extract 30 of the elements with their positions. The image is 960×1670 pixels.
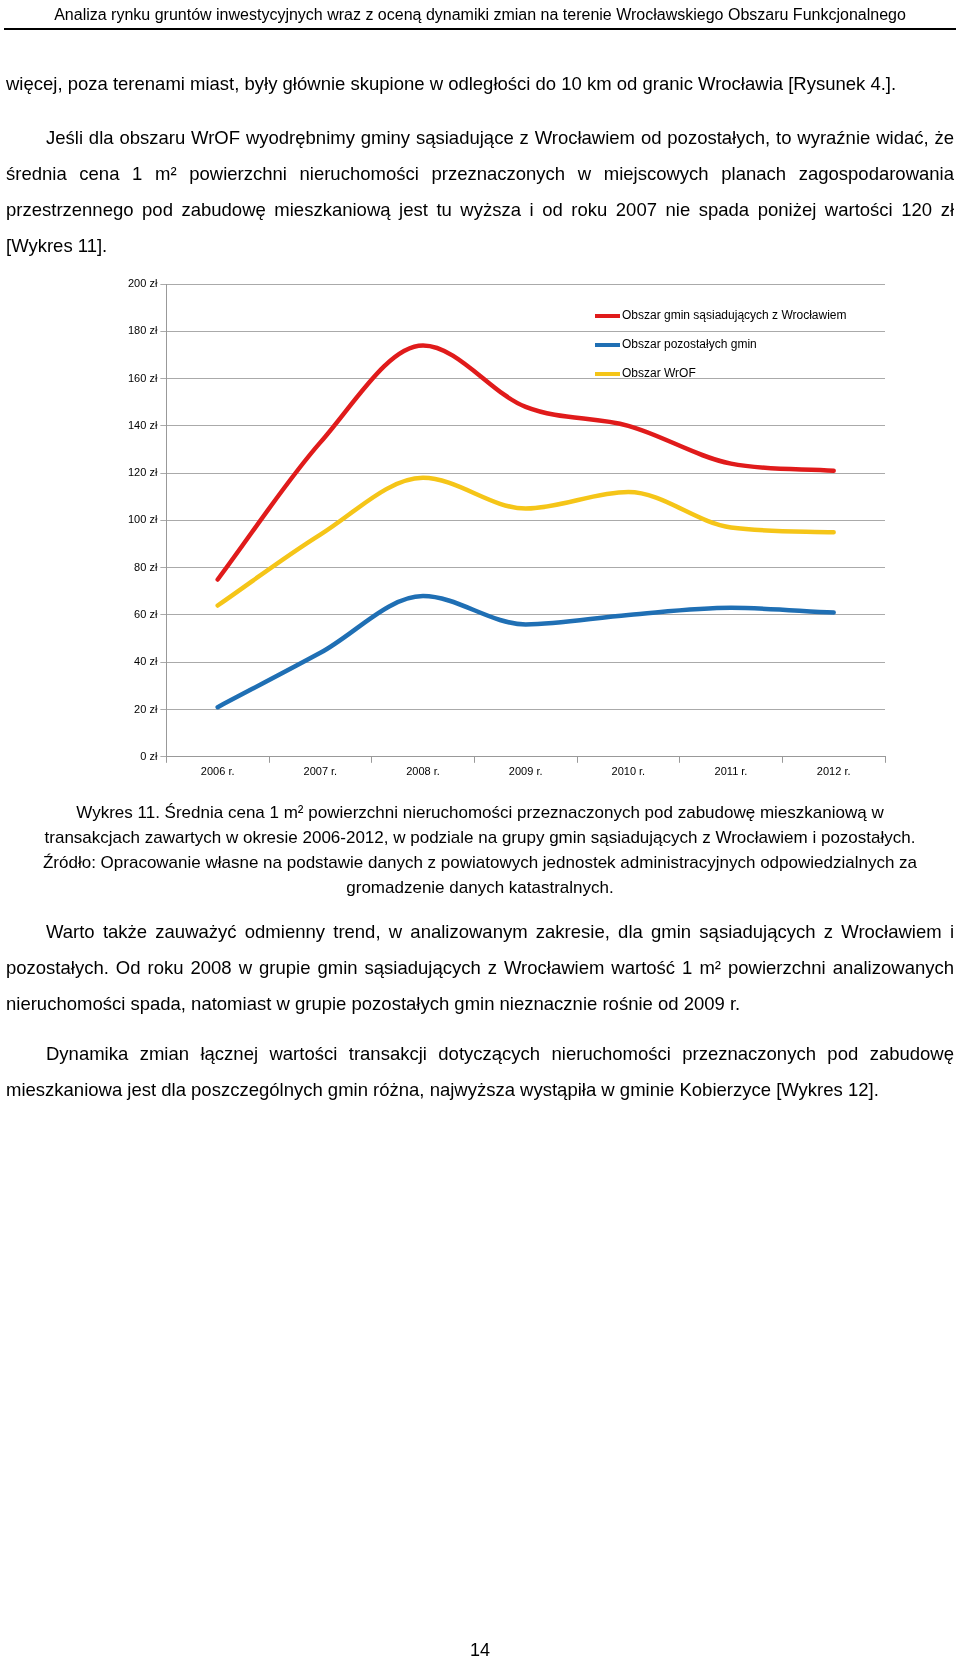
legend-label: Obszar pozostałych gmin: [622, 337, 757, 352]
text: Dynamika zmian łącznej wartości transakcji dotyczących nieruchomości przeznaczonych pod zabudowę mieszkaniowa jest dla poszczególnych gmin różna, najwyższa wystąpiła w gminie Kobierzyce [Wykres 12].: [6, 1042, 954, 1102]
text: Warto także zauważyć odmienny trend, w analizowanym zakresie, dla gmin sąsiadujących z Wrocławiem i pozostałych. Od roku 2008 w grupie gmin sąsiadujących z Wrocławiem wartość 1 m² powierzchni analizowanych nieruchomości spada, natomiast w grupie pozostałych gmin nieznacznie rośnie od 2009 r.: [6, 920, 954, 1016]
y-tick-label: 200 zł: [127, 277, 158, 290]
x-tick-label: 2011 r.: [714, 765, 748, 778]
line-series: [215, 475, 836, 608]
y-tick-label: 100 zł: [127, 513, 158, 526]
legend-label: Obszar WrOF: [622, 366, 696, 381]
x-tick-label: 2008 r.: [406, 765, 440, 778]
text: więcej, poza terenami miast, były głównie skupione w odległości do 10 km od granic Wrocławia [Rysunek 4.].: [6, 72, 898, 96]
text: Jeśli dla obszaru WrOF wyodrębnimy gminy sąsiadujące z Wrocławiem od pozostałych, to wyraźnie widać, że średnia cena 1 m² powierzchni nieruchomości przeznaczonych w miejscowych planach zagospodarowania przestrzennego pod zabudowę mieszkaniową jest tu wyższa i od roku 2007 nie spada poniżej wartości 120 zł [Wykres 11].: [6, 126, 954, 258]
y-tick-label: 60 zł: [134, 607, 158, 620]
line-series: [215, 593, 836, 710]
text: Analiza rynku gruntów inwestycyjnych wraz z oceną dynamiki zmian na terenie Wrocławskiego Obszaru Funkcjonalnego: [4, 0, 956, 30]
x-tick-label: 2012 r.: [816, 765, 851, 778]
y-tick-label: 160 zł: [127, 371, 158, 384]
x-tick-label: 2009 r.: [508, 765, 543, 778]
x-tick-label: 2010 r.: [611, 765, 646, 778]
y-tick-label: 40 zł: [134, 655, 158, 668]
y-tick-label: 180 zł: [127, 324, 158, 337]
legend-label: Obszar gmin sąsiadujących z Wrocławiem: [622, 308, 847, 323]
text: 14: [469, 1640, 491, 1661]
text: Wykres 11. Średnia cena 1 m² powierzchni nieruchomości przeznaczonych pod zabudowę mieszkaniową w transakcjach zawartych w okresie 2006-2012, w podziale na grupy gmin sąsiadujących z Wrocławiem i pozostałych. Źródło: Opracowanie własne na podstawie danych z powiatowych jednostek administracyjnych odpowiedzialnych za gromadzenie danych katastralnych.: [41, 802, 919, 899]
y-tick-label: 0 zł: [140, 749, 158, 762]
x-tick-label: 2006 r.: [200, 765, 235, 778]
y-tick-label: 80 zł: [134, 560, 158, 573]
y-tick-label: 120 zł: [127, 466, 158, 479]
y-tick-label: 20 zł: [134, 702, 158, 715]
y-tick-label: 140 zł: [127, 418, 158, 431]
x-tick-label: 2007 r.: [303, 765, 338, 778]
